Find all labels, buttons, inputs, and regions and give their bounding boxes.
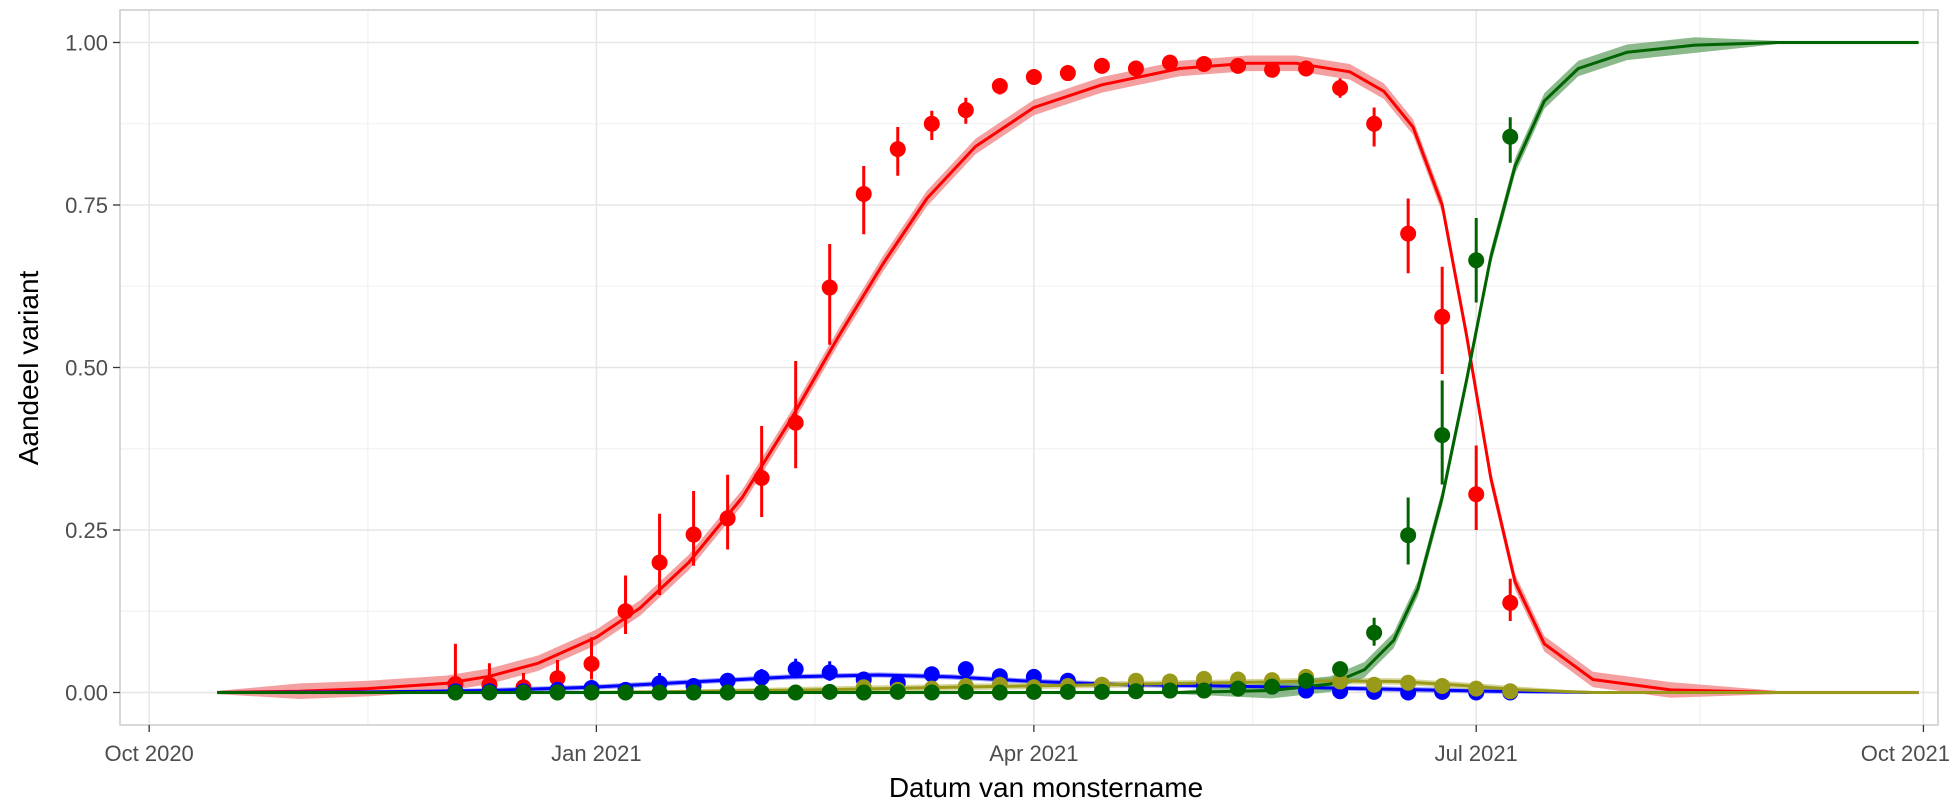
series-3-data-point (1093, 683, 1110, 700)
series-0-data-point (1298, 60, 1315, 77)
series-0-data-point (651, 554, 668, 571)
series-3-data-point (1434, 427, 1451, 444)
series-0-data-point (617, 603, 634, 620)
series-0-data-point (1093, 57, 1110, 74)
series-3-data-point (685, 684, 702, 701)
series-2-data-point (1502, 683, 1519, 700)
series-3-data-point (1400, 527, 1417, 544)
series-3-data-point (1195, 682, 1212, 699)
series-3-data-point (1366, 624, 1383, 641)
series-3-data-point (1298, 672, 1315, 689)
series-3-data-point (1127, 683, 1144, 700)
series-0-data-point (1025, 68, 1042, 85)
series-3-data-point (1025, 683, 1042, 700)
series-0-data-point (923, 115, 940, 132)
y-tick-label: 0.25 (65, 518, 108, 543)
series-3-data-point (1230, 680, 1247, 697)
series-0-data-point (787, 414, 804, 431)
x-axis-ticks: Oct 2020 Jan 2021 Apr 2021 Jul 2021 Oct 2021 (105, 725, 1950, 766)
series-3-data-point (617, 684, 634, 701)
series-1-data-point (821, 664, 838, 681)
series-3-data-point (1264, 678, 1281, 695)
series-0-data-point (753, 470, 770, 486)
x-axis-title: Datum van monstername (889, 772, 1203, 799)
series-0-data-point (1332, 80, 1349, 96)
series-3-data-point (481, 684, 498, 701)
series-0-data-point (957, 102, 974, 119)
series-3-data-point (1502, 128, 1519, 145)
series-0-data-point (1127, 60, 1144, 77)
y-axis-title: Aandeel variant (13, 270, 44, 465)
series-3-data-point (889, 683, 906, 700)
series-2-data-point (1434, 678, 1451, 694)
x-tick-label: Jul 2021 (1435, 741, 1518, 766)
series-3-data-point (719, 684, 736, 701)
y-tick-label: 0.00 (65, 681, 108, 706)
series-0-data-point (1434, 308, 1451, 325)
series-3-data-point (821, 683, 838, 700)
series-3-data-point (991, 684, 1008, 701)
series-0-data-point (1195, 55, 1212, 72)
series-0-data-point (821, 279, 838, 296)
series-1-data-point (719, 672, 736, 689)
y-axis-ticks: 0.00 0.25 0.50 0.75 1.00 (65, 31, 120, 706)
series-0-data-point (1366, 115, 1383, 132)
series-2-data-point (1468, 680, 1485, 697)
series-3-data-point (957, 683, 974, 700)
series-1-data-point (923, 666, 940, 683)
y-tick-label: 0.50 (65, 356, 108, 381)
series-0-data-point (991, 78, 1008, 95)
series-0-data-point (1059, 65, 1076, 82)
series-0-fitted-line (217, 61, 1919, 694)
series-3-data-point (1059, 683, 1076, 700)
series-0-data-point (1264, 61, 1281, 78)
series-3-data-point (515, 684, 532, 701)
series-0-data-point (1161, 54, 1178, 71)
data-points (447, 54, 1519, 701)
series-2-data-point (1400, 674, 1417, 691)
series-3-data-point (923, 684, 940, 701)
series-3-data-point (583, 684, 600, 701)
series-3-data-point (1468, 252, 1485, 269)
series-2-data-point (1366, 676, 1383, 693)
series-1-data-point (957, 661, 974, 678)
y-tick-label: 1.00 (65, 31, 108, 56)
series-0-data-point (1400, 225, 1417, 242)
series-1-data-point (753, 669, 770, 686)
x-tick-label: Oct 2020 (105, 741, 194, 766)
x-tick-label: Jan 2021 (551, 741, 642, 766)
series-0-data-point (719, 510, 736, 527)
x-tick-label: Oct 2021 (1861, 741, 1950, 766)
series-2-data-point (1332, 673, 1349, 690)
series-0-data-point (583, 655, 600, 672)
series-3-data-point (549, 684, 566, 701)
x-tick-label: Apr 2021 (989, 741, 1078, 766)
series-1-data-point (787, 661, 804, 678)
series-0-data-point (855, 185, 872, 202)
series-0-data-point (889, 141, 906, 158)
series-3-data-point (855, 684, 872, 701)
series-0-data-point (1468, 486, 1485, 503)
series-2-data-point (1195, 670, 1212, 687)
series-0-data-point (1502, 594, 1519, 611)
series-3-data-point (651, 684, 668, 701)
series-3-data-point (787, 684, 804, 701)
series-0-data-point (549, 670, 566, 687)
series-3-data-point (1161, 682, 1178, 699)
y-tick-label: 0.75 (65, 193, 108, 218)
series-0-data-point (1230, 57, 1247, 74)
series-3-data-point (753, 684, 770, 701)
series-3-data-point (447, 684, 464, 701)
series-3-data-point (1332, 661, 1349, 678)
series-0-data-point (685, 526, 702, 543)
